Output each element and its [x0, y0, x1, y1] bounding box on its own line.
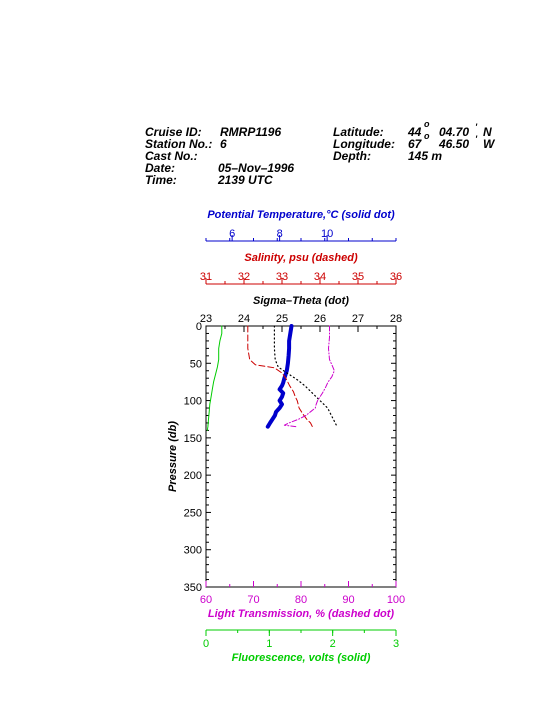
fluor-profile-line [206, 325, 223, 431]
trans-tick-label: 70 [247, 594, 259, 606]
cruise-id-label: Cruise ID: [145, 125, 202, 139]
latitude-minutes: 04.70 [439, 125, 470, 139]
sal-tick-label: 33 [276, 271, 288, 283]
temp-tick-label: 10 [321, 228, 333, 240]
y-tick-label: 100 [184, 396, 202, 408]
temp-tick-label: 6 [229, 228, 235, 240]
trans-profile-line [283, 325, 335, 428]
plot-frame [205, 325, 397, 588]
sal-tick-label: 32 [238, 271, 250, 283]
temp-axis-title: Potential Temperature,°C (solid dot) [207, 209, 395, 221]
depth-value: 145 m [408, 149, 443, 163]
sigma-axis-title: Sigma–Theta (dot) [253, 295, 349, 307]
y-tick-label: 350 [184, 582, 202, 594]
sal-profile-line [247, 325, 313, 428]
degree-symbol: o [424, 131, 430, 141]
degree-symbol: o [424, 119, 430, 129]
time-label: Time: [145, 173, 177, 187]
longitude-minutes: 46.50 [439, 137, 470, 151]
y-tick-label: 200 [184, 470, 202, 482]
sigma-tick-label: 25 [276, 313, 288, 325]
sigma-profile-line [273, 325, 338, 428]
sal-tick-label: 34 [314, 271, 326, 283]
minute-symbol: ' [475, 134, 478, 144]
latitude-label: Latitude: [333, 125, 384, 139]
trans-tick-label: 90 [342, 594, 354, 606]
cruise-id-value: RMRP1196 [220, 125, 282, 139]
sigma-tick-label: 27 [352, 313, 364, 325]
longitude-degrees: 67 [408, 137, 422, 151]
y-tick-label: 150 [184, 433, 202, 445]
temp-profile-line [265, 324, 294, 429]
cast-label: Cast No.: [145, 149, 198, 163]
date-value: 05–Nov–1996 [218, 161, 295, 175]
latitude-degrees: 44 [408, 125, 422, 139]
station-label: Station No.: [145, 137, 213, 151]
sigma-tick-label: 23 [200, 313, 212, 325]
latitude-hemisphere: N [483, 125, 492, 139]
longitude-label: Longitude: [333, 137, 395, 151]
sal-axis-title: Salinity, psu (dashed) [244, 252, 358, 264]
sal-tick-label: 31 [200, 271, 212, 283]
trans-tick-label: 60 [200, 594, 212, 606]
trans-tick-label: 80 [295, 594, 307, 606]
y-tick-label: 50 [190, 358, 202, 370]
trans-tick-label: 100 [387, 594, 405, 606]
trans-axis-title: Light Transmission, % (dashed dot) [208, 608, 395, 620]
fluor-tick-label: 3 [393, 638, 399, 650]
sigma-tick-label: 28 [390, 313, 402, 325]
y-tick-label: 0 [196, 321, 202, 333]
sal-tick-label: 36 [390, 271, 402, 283]
fluor-tick-label: 2 [330, 638, 336, 650]
fluor-tick-label: 1 [266, 638, 272, 650]
y-axis-label: Pressure (db) [167, 421, 179, 492]
temp-tick-label: 8 [277, 228, 283, 240]
y-tick-label: 250 [184, 507, 202, 519]
date-label: Date: [145, 161, 176, 175]
fluor-axis-title: Fluorescence, volts (solid) [232, 652, 371, 664]
time-value: 2139 UTC [218, 173, 273, 187]
series-layer [206, 324, 338, 431]
station-value: 6 [220, 137, 227, 151]
longitude-hemisphere: W [483, 137, 495, 151]
sigma-tick-label: 24 [238, 313, 250, 325]
fluor-tick-label: 0 [203, 638, 209, 650]
sal-tick-label: 35 [352, 271, 364, 283]
minute-symbol: ' [475, 122, 478, 132]
y-tick-label: 300 [184, 545, 202, 557]
depth-label: Depth: [333, 149, 371, 163]
sigma-tick-label: 26 [314, 313, 326, 325]
